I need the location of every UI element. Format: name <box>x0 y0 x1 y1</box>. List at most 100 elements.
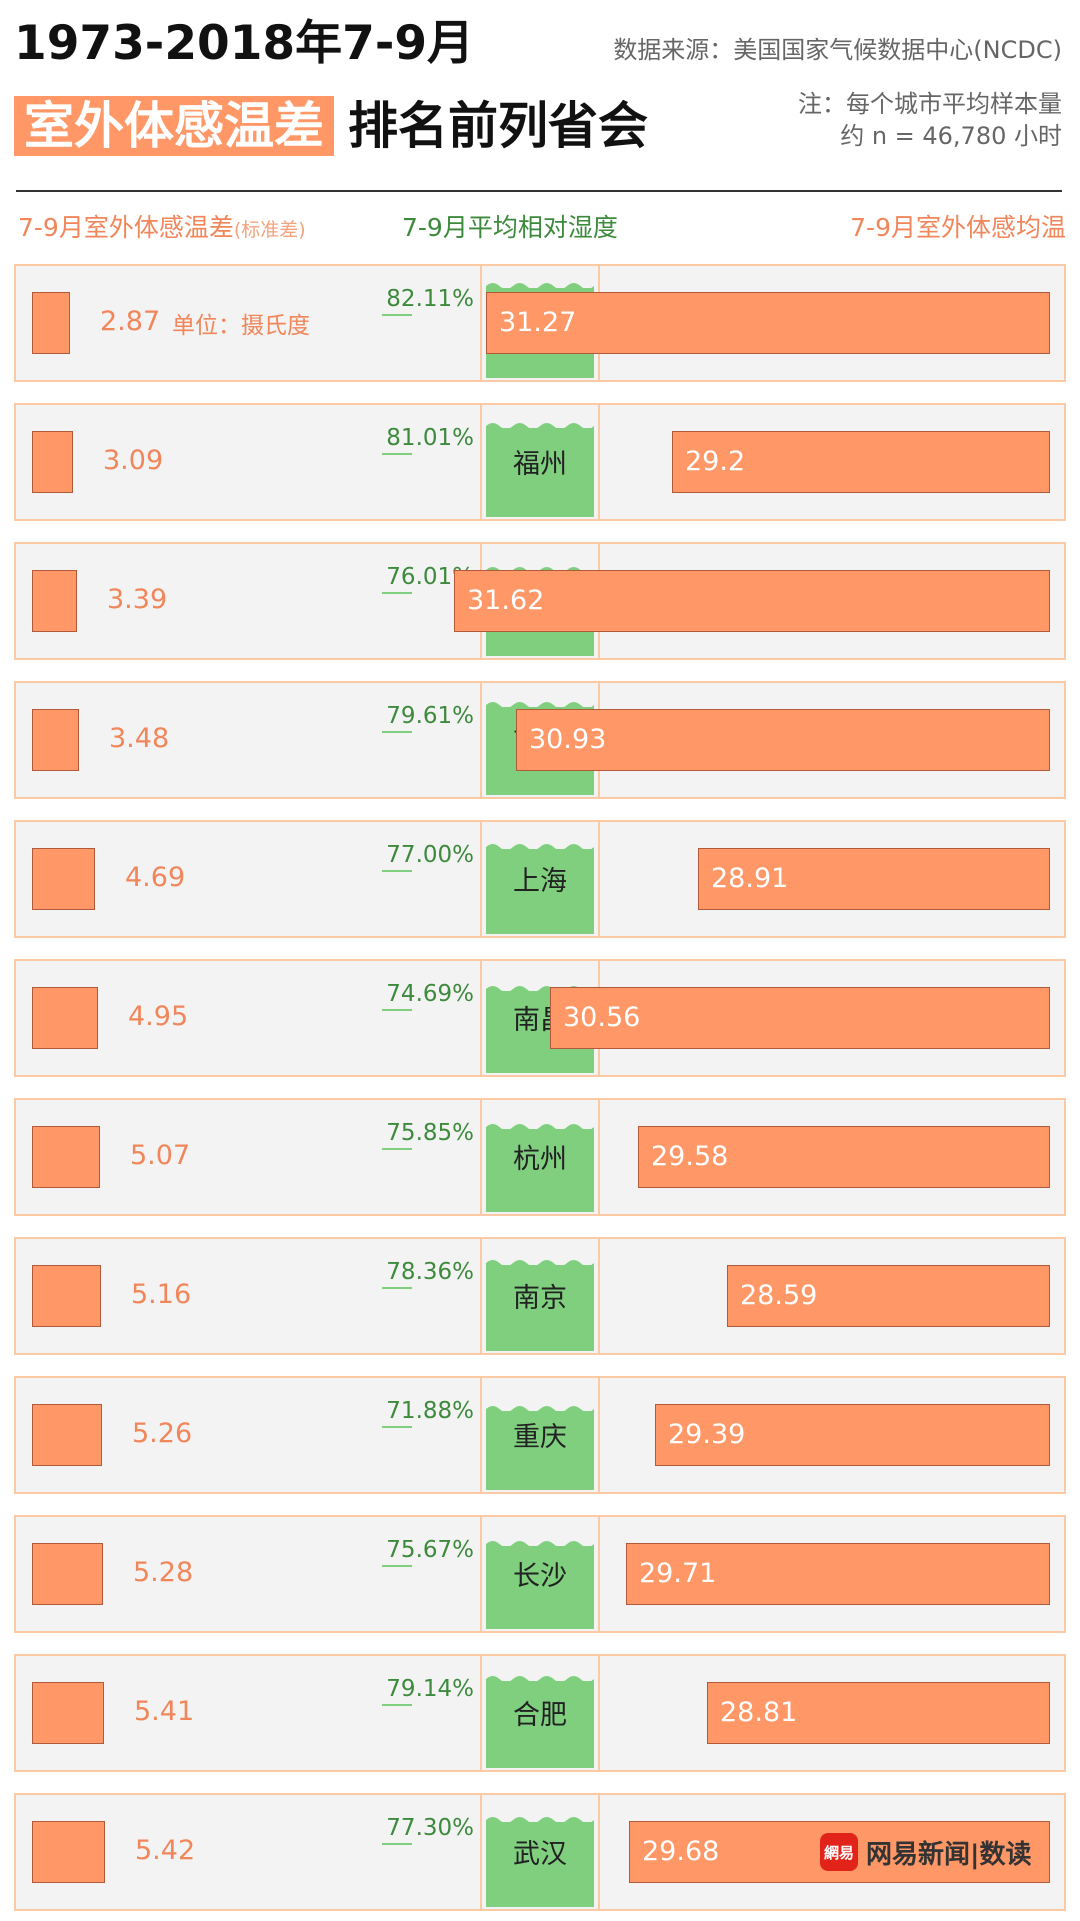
mean-temp-value: 31.27 <box>499 307 577 338</box>
mean-temp-bar: 30.56 <box>550 987 1050 1049</box>
city-name: 合肥 <box>513 1700 567 1731</box>
table-row: 5.16 78.36% 南京 28.59 <box>14 1237 1066 1355</box>
std-value: 2.87 <box>100 306 161 337</box>
column-header-std-label: 7-9月室外体感温差 <box>18 213 234 242</box>
humidity-leader-line <box>382 453 412 455</box>
humidity-leader-line <box>382 1843 412 1845</box>
humidity-water <box>486 844 594 934</box>
header-divider <box>16 190 1062 192</box>
title-rest: 排名前列省会 <box>348 97 648 155</box>
mean-temp-bar: 29.39 <box>655 1404 1050 1466</box>
humidity-value: 75.85% <box>386 1120 474 1146</box>
wave-icon <box>486 1541 594 1548</box>
city-name: 上海 <box>513 866 567 897</box>
wave-icon <box>486 1817 594 1824</box>
title-line2: 室外体感温差 排名前列省会 <box>14 96 648 156</box>
humidity-leader-line <box>382 731 412 733</box>
humidity-value: 81.01% <box>386 425 474 451</box>
humidity-leader-line <box>382 1287 412 1289</box>
humidity-value: 74.69% <box>386 981 474 1007</box>
humidity-water <box>486 423 594 517</box>
std-bar <box>32 1543 103 1605</box>
std-bar <box>32 431 73 493</box>
humidity-value: 78.36% <box>386 1259 474 1285</box>
table-row: 5.26 71.88% 重庆 29.39 <box>14 1376 1066 1494</box>
std-value: 4.69 <box>125 862 186 893</box>
humidity-cell: 杭州 <box>480 1098 600 1216</box>
std-value: 5.28 <box>133 1557 194 1588</box>
mean-temp-value: 29.58 <box>651 1141 729 1172</box>
std-value: 3.48 <box>109 723 170 754</box>
humidity-leader-line <box>382 1704 412 1706</box>
humidity-value: 71.88% <box>386 1398 474 1424</box>
mean-temp-value: 30.56 <box>563 1002 641 1033</box>
std-bar <box>32 1682 104 1744</box>
mean-temp-bar: 29.58 <box>638 1126 1050 1188</box>
mean-temp-bar: 31.62 <box>454 570 1050 632</box>
wave-icon <box>486 702 594 709</box>
humidity-leader-line <box>382 1565 412 1567</box>
table-row: 5.28 75.67% 长沙 29.71 <box>14 1515 1066 1633</box>
unit-note: 单位：摄氏度 <box>172 313 310 339</box>
std-bar <box>32 1126 100 1188</box>
city-name: 杭州 <box>513 1144 567 1175</box>
column-header-mean-temp: 7-9月室外体感均温 <box>850 213 1066 242</box>
std-bar <box>32 1404 102 1466</box>
mean-temp-bar: 28.91 <box>698 848 1050 910</box>
title-line1: 1973-2018年7-9月 <box>14 16 475 71</box>
mean-temp-value: 29.39 <box>668 1419 746 1450</box>
humidity-leader-line <box>382 1148 412 1150</box>
std-bar <box>32 570 77 632</box>
mean-temp-value: 29.71 <box>639 1558 717 1589</box>
std-value: 5.26 <box>132 1418 193 1449</box>
humidity-cell: 南京 <box>480 1237 600 1355</box>
mean-temp-value: 29.68 <box>642 1836 720 1867</box>
wave-icon <box>486 844 594 851</box>
humidity-value: 77.00% <box>386 842 474 868</box>
humidity-cell: 重庆 <box>480 1376 600 1494</box>
humidity-leader-line <box>382 1009 412 1011</box>
wave-icon <box>486 1406 594 1413</box>
humidity-water <box>486 1817 594 1907</box>
humidity-water <box>486 1541 594 1629</box>
mean-temp-bar: 31.27 <box>486 292 1050 354</box>
mean-temp-bar: 28.81 <box>707 1682 1050 1744</box>
mean-temp-bar: 28.59 <box>727 1265 1050 1327</box>
note-line2: 约 n = 46,780 小时 <box>840 122 1062 150</box>
data-source: 数据来源：美国国家气候数据中心(NCDC) <box>613 36 1062 64</box>
std-value: 5.16 <box>131 1279 192 1310</box>
title-highlight: 室外体感温差 <box>14 96 334 156</box>
humidity-cell: 上海 <box>480 820 600 938</box>
humidity-water <box>486 1124 594 1212</box>
humidity-water <box>486 1260 594 1351</box>
city-name: 南京 <box>513 1283 567 1314</box>
city-name: 长沙 <box>513 1561 567 1592</box>
humidity-water <box>486 1676 594 1768</box>
table-row: 4.95 74.69% 南昌 30.56 <box>14 959 1066 1077</box>
std-bar <box>32 987 98 1049</box>
netease-logo: 網易 网易新闻|数读 <box>820 1833 1032 1871</box>
mean-temp-value: 29.2 <box>685 446 746 477</box>
mean-temp-bar: 30.93 <box>516 709 1050 771</box>
humidity-cell: 合肥 <box>480 1654 600 1772</box>
humidity-water <box>486 1406 594 1490</box>
mean-temp-value: 28.91 <box>711 863 789 894</box>
humidity-value: 79.61% <box>386 703 474 729</box>
std-value: 4.95 <box>128 1001 189 1032</box>
note-line1: 注：每个城市平均样本量 <box>798 90 1062 118</box>
mean-temp-value: 28.59 <box>740 1280 818 1311</box>
std-value: 5.42 <box>135 1835 196 1866</box>
city-name: 武汉 <box>513 1839 567 1870</box>
sample-note: 注：每个城市平均样本量 约 n = 46,780 小时 <box>798 88 1062 152</box>
mean-temp-bar: 29.2 <box>672 431 1050 493</box>
humidity-leader-line <box>382 314 412 316</box>
humidity-value: 77.30% <box>386 1815 474 1841</box>
std-bar <box>32 292 70 354</box>
netease-logo-icon: 網易 <box>820 1833 858 1871</box>
table-row: 5.07 75.85% 杭州 29.58 <box>14 1098 1066 1216</box>
wave-icon <box>486 1260 594 1267</box>
wave-icon <box>486 1124 594 1131</box>
